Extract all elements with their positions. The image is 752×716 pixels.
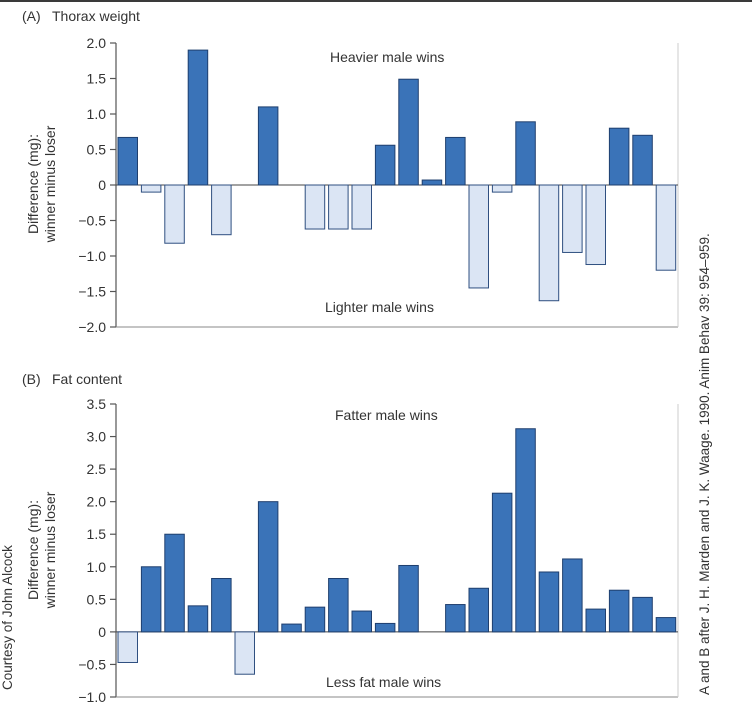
- bar-5: [211, 184, 232, 236]
- credit-left: Courtesy of John Alcock: [0, 545, 15, 690]
- credit-right: A and B after J. H. Marden and J. K. Waa…: [697, 233, 712, 695]
- bar-19: [538, 184, 560, 302]
- bar-20: [562, 558, 583, 633]
- y-tick-label: 1.5: [87, 71, 107, 87]
- y-tick-label: 0: [98, 177, 106, 193]
- bar-20: [562, 184, 583, 253]
- bar-9: [304, 184, 326, 230]
- bar-2: [140, 566, 162, 633]
- bar-24: [655, 617, 677, 633]
- bar-5: [211, 577, 232, 633]
- y-tick-label: −1.0: [78, 248, 106, 264]
- panel-a-title: Thorax weight: [52, 8, 140, 24]
- bar-10: [328, 184, 349, 230]
- y-tick-label: 2.0: [87, 494, 107, 510]
- bar-15: [445, 136, 466, 186]
- bar-2: [140, 184, 162, 193]
- panel-b-annotation-bottom: Less fat male wins: [326, 674, 441, 690]
- bar-14: [421, 179, 443, 186]
- y-tick-label: −2.0: [78, 319, 106, 335]
- bar-16: [468, 184, 489, 289]
- bar-6: [234, 631, 255, 675]
- panel-b-frame: [115, 404, 679, 698]
- panel-b-annotation-top: Fatter male wins: [335, 407, 438, 423]
- panel-b-bars: [117, 428, 677, 675]
- panel-a-ylabel-line2: winner minus loser: [42, 125, 58, 243]
- bar-17: [491, 492, 513, 633]
- panel-a-ylabel-line1: Difference (mg):: [25, 134, 41, 234]
- bar-23: [632, 596, 653, 633]
- panel-b-ylabel-line1: Difference (mg):: [25, 500, 41, 600]
- bar-21: [585, 184, 606, 266]
- bar-18: [515, 428, 536, 633]
- y-tick-label: 2.5: [87, 461, 107, 477]
- bar-19: [538, 571, 560, 633]
- bar-4: [187, 49, 209, 186]
- bar-11: [351, 184, 372, 230]
- bar-22: [608, 127, 630, 186]
- bar-11: [351, 610, 372, 633]
- y-tick-label: −0.5: [78, 656, 106, 672]
- bar-24: [655, 184, 677, 271]
- panel-b-y-axis: 3.5 3.0 2.5 2.0 1.5 1.0 0.5 0 −0.5 −1.0: [78, 396, 116, 705]
- y-tick-label: 3.0: [87, 429, 107, 445]
- bar-12: [374, 622, 396, 633]
- panel-b-ylabel-line2: winner minus loser: [42, 491, 58, 609]
- y-tick-label: −1.0: [78, 689, 106, 705]
- bar-15: [445, 604, 466, 633]
- y-tick-label: 0.5: [87, 591, 107, 607]
- bar-3: [164, 533, 185, 633]
- bar-13: [398, 564, 419, 633]
- bar-4: [187, 605, 209, 633]
- bar-7: [257, 106, 279, 186]
- panel-a-label: (A): [22, 8, 41, 24]
- panel-a-annotation-bottom: Lighter male wins: [325, 299, 434, 315]
- y-tick-label: 0: [98, 624, 106, 640]
- bar-13: [398, 78, 419, 186]
- bar-1: [117, 136, 138, 186]
- bar-8: [281, 623, 302, 633]
- y-tick-label: 3.5: [87, 396, 107, 412]
- y-tick-label: 2.0: [87, 35, 107, 51]
- panel-a-bars: [117, 49, 677, 302]
- bar-16: [468, 587, 489, 633]
- y-tick-label: 1.5: [87, 526, 107, 542]
- panel-a-annotation-top: Heavier male wins: [330, 49, 444, 65]
- bar-1: [117, 631, 138, 663]
- bar-23: [632, 134, 653, 186]
- bar-17: [491, 184, 513, 193]
- y-tick-label: −0.5: [78, 213, 106, 229]
- bar-12: [374, 144, 396, 186]
- bar-3: [164, 184, 185, 244]
- panel-b-title: Fat content: [52, 371, 122, 387]
- bar-22: [608, 589, 630, 633]
- y-tick-label: 0.5: [87, 142, 107, 158]
- bar-9: [304, 606, 326, 633]
- bar-18: [515, 121, 536, 186]
- y-tick-label: −1.5: [78, 284, 106, 300]
- bar-7: [257, 501, 279, 633]
- y-tick-label: 1.0: [87, 559, 107, 575]
- bar-10: [328, 577, 349, 633]
- panel-a-y-axis: 2.0 1.5 1.0 0.5 0 −0.5 −1.0 −1.5 −2.0: [78, 35, 116, 335]
- panel-b-label: (B): [22, 371, 41, 387]
- top-border: [0, 0, 752, 2]
- y-tick-label: 1.0: [87, 106, 107, 122]
- bar-21: [585, 608, 606, 633]
